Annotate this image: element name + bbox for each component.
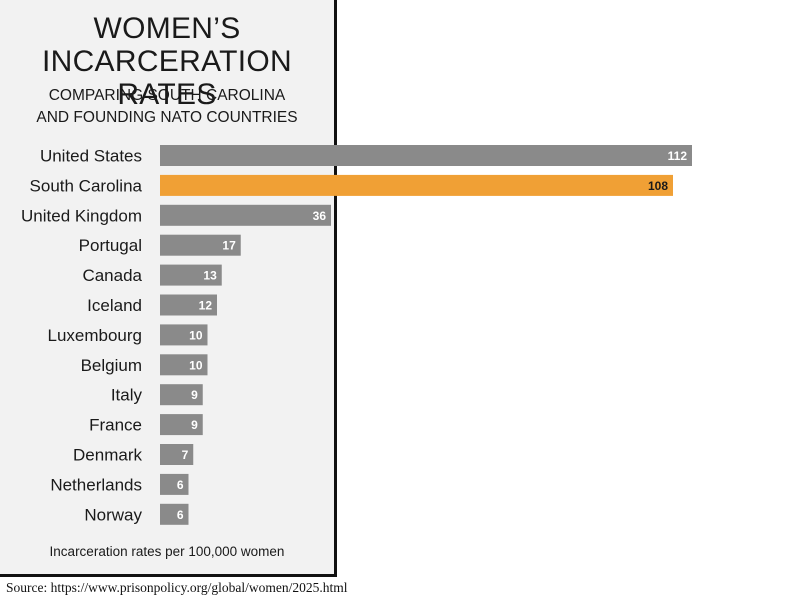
bar-group-netherlands: Netherlands 6 — [50, 473, 189, 495]
category-label: Portugal — [79, 236, 142, 255]
category-label: Italy — [111, 386, 143, 405]
value-label: 9 — [191, 418, 198, 432]
title-line-1: WOMEN’S — [93, 12, 241, 45]
category-label: France — [89, 416, 142, 435]
subtitle-line-2: AND FOUNDING NATO COUNTRIES — [36, 109, 298, 126]
value-label: 13 — [203, 269, 217, 283]
category-label: Canada — [82, 266, 142, 285]
bar — [160, 414, 203, 436]
bar-group-portugal: Portugal 17 — [79, 234, 241, 256]
value-label: 36 — [313, 209, 327, 223]
bar — [160, 473, 189, 495]
bar-group-united-states: United States 112 — [40, 145, 692, 166]
category-label: Belgium — [81, 356, 142, 375]
bar — [160, 234, 241, 256]
value-label: 7 — [182, 448, 189, 462]
bar-group-france: France 9 — [89, 414, 203, 436]
value-label: 10 — [189, 328, 203, 342]
bar — [160, 264, 222, 286]
value-label: 108 — [648, 179, 668, 193]
category-label: United Kingdom — [21, 206, 142, 225]
bar-group-italy: Italy 9 — [111, 384, 203, 406]
category-label: Luxembourg — [47, 326, 142, 345]
bar-group-luxembourg: Luxembourg 10 — [47, 324, 208, 346]
value-label: 6 — [177, 508, 184, 522]
bar — [160, 294, 217, 316]
bar — [160, 174, 673, 196]
value-label: 17 — [222, 239, 236, 253]
value-label: 9 — [191, 388, 198, 402]
bar — [160, 354, 208, 376]
chart-subtitle: COMPARING SOUTH CAROLINA AND FOUNDING NA… — [0, 85, 334, 129]
title-line-2: INCARCERATION RATES — [41, 45, 293, 111]
bar — [160, 444, 194, 465]
category-label: Norway — [84, 505, 142, 524]
bar — [160, 503, 189, 525]
value-label: 12 — [199, 299, 213, 313]
bar-group-iceland: Iceland 12 — [87, 294, 217, 316]
bar — [160, 324, 208, 346]
source-note: Source: https://www.prisonpolicy.org/glo… — [6, 580, 348, 595]
category-label: Netherlands — [50, 475, 142, 494]
bar — [160, 204, 331, 226]
chart-title: WOMEN’S INCARCERATION RATES — [0, 12, 334, 111]
bar-group-united-kingdom: United Kingdom 36 — [21, 204, 331, 226]
bar — [160, 384, 203, 406]
value-label: 6 — [177, 478, 184, 492]
subtitle-line-1: COMPARING SOUTH CAROLINA — [48, 87, 286, 104]
bar-group-canada: Canada 13 — [82, 264, 222, 286]
bar-chart: United States 112 South Carolina 108 United … — [21, 145, 692, 525]
category-label: South Carolina — [30, 176, 143, 195]
bar-group-belgium: Belgium 10 — [81, 354, 208, 376]
bar-group-denmark: Denmark 7 — [73, 444, 194, 465]
value-label: 112 — [668, 149, 688, 163]
bar-group-south-carolina: South Carolina 108 — [30, 174, 673, 196]
category-label: United States — [40, 147, 142, 166]
bar-group-norway: Norway 6 — [84, 503, 189, 525]
chart-caption: Incarceration rates per 100,000 women — [49, 544, 285, 559]
category-label: Denmark — [73, 446, 142, 465]
value-label: 10 — [189, 358, 203, 372]
bar — [160, 145, 692, 166]
category-label: Iceland — [87, 296, 142, 315]
